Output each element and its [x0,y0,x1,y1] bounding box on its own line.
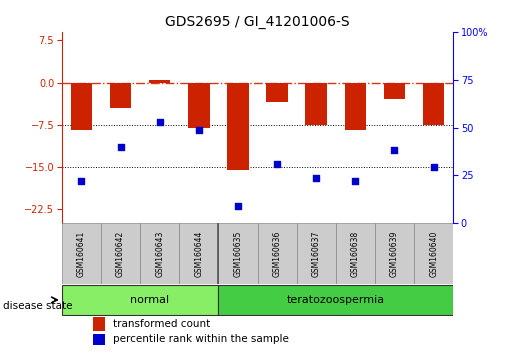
Text: GSM160640: GSM160640 [429,230,438,277]
Bar [266,82,288,102]
Bar [93,318,105,331]
Bar [62,285,218,315]
Bar [336,223,375,284]
Bar [71,82,92,130]
Text: GSM160643: GSM160643 [155,230,164,277]
Text: percentile rank within the sample: percentile rank within the sample [113,335,288,344]
Bar [93,334,105,345]
Bar [423,82,444,125]
Text: GSM160639: GSM160639 [390,230,399,277]
Point [234,204,242,209]
Title: GDS2695 / GI_41201006-S: GDS2695 / GI_41201006-S [165,16,350,29]
Point [116,144,125,150]
Text: normal: normal [130,295,169,305]
Text: GSM160644: GSM160644 [194,230,203,277]
Bar [297,223,336,284]
Bar [218,285,453,315]
Text: teratozoospermia: teratozoospermia [287,295,385,305]
Point [273,161,281,167]
Bar [345,82,366,130]
Point [351,178,359,184]
Point [77,178,85,184]
Point [430,164,438,170]
Bar [227,82,249,170]
Text: transformed count: transformed count [113,319,210,329]
Bar [62,223,101,284]
Text: GSM160641: GSM160641 [77,231,86,277]
Text: GSM160635: GSM160635 [233,230,243,277]
Bar [305,82,327,125]
Bar [218,223,258,284]
Text: GSM160638: GSM160638 [351,231,360,277]
Bar [258,223,297,284]
Bar [101,223,140,284]
Point [156,119,164,125]
Bar [384,82,405,99]
Text: GSM160637: GSM160637 [312,230,321,277]
Text: GSM160636: GSM160636 [272,230,282,277]
Bar [414,223,453,284]
Bar [149,80,170,82]
Bar [375,223,414,284]
Point [390,147,399,153]
Point [195,127,203,133]
Point [312,176,320,181]
Bar [179,223,218,284]
Bar [140,223,179,284]
Bar [188,82,210,127]
Text: disease state: disease state [3,301,72,311]
Bar [110,82,131,108]
Text: GSM160642: GSM160642 [116,231,125,277]
